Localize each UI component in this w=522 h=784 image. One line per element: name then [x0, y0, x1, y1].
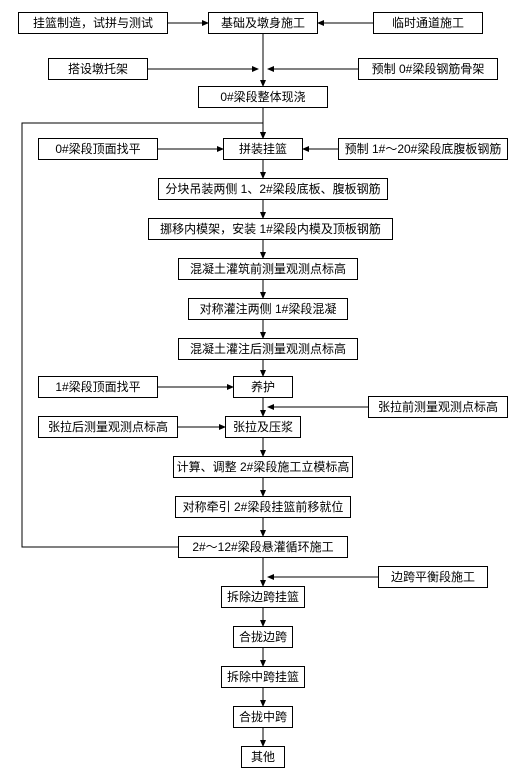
- flow-node: 搭设墩托架: [48, 58, 148, 80]
- flow-node-label: 其他: [251, 750, 275, 764]
- flow-node: 对称灌注两侧 1#梁段混凝: [188, 298, 348, 320]
- flow-node: 0#梁段顶面找平: [38, 138, 158, 160]
- flow-node: 2#～12#梁段悬灌循环施工: [178, 536, 348, 558]
- flow-node: 挪移内模架，安装 1#梁段内模及顶板钢筋: [148, 218, 393, 240]
- flow-node-label: 张拉及压浆: [233, 420, 293, 434]
- flow-node: 张拉前测量观测点标高: [368, 396, 508, 418]
- flow-node: 张拉及压浆: [225, 416, 301, 438]
- flow-node: 其他: [241, 746, 285, 768]
- flow-node-label: 预制 1#～20#梁段底腹板钢筋: [345, 142, 502, 156]
- flow-node-label: 搭设墩托架: [68, 62, 128, 76]
- flow-node: 1#梁段顶面找平: [38, 376, 158, 398]
- flow-node-label: 2#～12#梁段悬灌循环施工: [192, 540, 333, 554]
- flow-node-label: 拼装挂篮: [239, 142, 287, 156]
- flow-node-label: 养护: [251, 380, 275, 394]
- flow-node: 计算、调整 2#梁段施工立模标高: [173, 456, 353, 478]
- flow-node: 养护: [233, 376, 293, 398]
- flow-node-label: 对称灌注两侧 1#梁段混凝: [200, 302, 337, 316]
- flow-node: 拆除边跨挂篮: [221, 586, 305, 608]
- flow-node: 混凝土灌筑前测量观测点标高: [178, 258, 358, 280]
- flow-node-label: 合拢边跨: [239, 630, 287, 644]
- flow-node-label: 拆除中跨挂篮: [227, 670, 299, 684]
- flow-node-label: 1#梁段顶面找平: [55, 380, 140, 394]
- flow-node-label: 混凝土灌筑前测量观测点标高: [190, 262, 346, 276]
- flow-node: 混凝土灌注后测量观测点标高: [178, 338, 358, 360]
- flow-node: 0#梁段整体现浇: [198, 86, 328, 108]
- flow-node-label: 拆除边跨挂篮: [227, 590, 299, 604]
- flow-node: 合拢边跨: [233, 626, 293, 648]
- flow-node-label: 0#梁段整体现浇: [220, 90, 305, 104]
- flow-node: 合拢中跨: [233, 706, 293, 728]
- flow-node-label: 边跨平衡段施工: [391, 570, 475, 584]
- flow-node: 对称牵引 2#梁段挂篮前移就位: [175, 496, 351, 518]
- flow-node: 拆除中跨挂篮: [221, 666, 305, 688]
- flow-node-label: 张拉前测量观测点标高: [378, 400, 498, 414]
- flow-node-label: 计算、调整 2#梁段施工立模标高: [177, 460, 350, 474]
- flow-node-label: 合拢中跨: [239, 710, 287, 724]
- flow-node: 挂篮制造，试拼与测试: [18, 12, 168, 34]
- flow-node: 拼装挂篮: [223, 138, 303, 160]
- flow-node: 预制 0#梁段钢筋骨架: [358, 58, 498, 80]
- flow-node-label: 挪移内模架，安装 1#梁段内模及顶板钢筋: [160, 222, 381, 236]
- flow-node: 边跨平衡段施工: [378, 566, 488, 588]
- flow-node: 基础及墩身施工: [208, 12, 318, 34]
- flow-node: 临时通道施工: [373, 12, 483, 34]
- flow-node-label: 临时通道施工: [392, 16, 464, 30]
- flow-node: 张拉后测量观测点标高: [38, 416, 178, 438]
- flow-node: 预制 1#～20#梁段底腹板钢筋: [338, 138, 508, 160]
- flow-node-label: 挂篮制造，试拼与测试: [33, 16, 153, 30]
- flow-node-label: 对称牵引 2#梁段挂篮前移就位: [183, 500, 344, 514]
- flow-node-label: 张拉后测量观测点标高: [48, 420, 168, 434]
- flow-node-label: 预制 0#梁段钢筋骨架: [372, 62, 485, 76]
- flow-node-label: 分块吊装两侧 1、2#梁段底板、腹板钢筋: [165, 182, 380, 196]
- flow-node: 分块吊装两侧 1、2#梁段底板、腹板钢筋: [158, 178, 388, 200]
- flow-node-label: 0#梁段顶面找平: [55, 142, 140, 156]
- flowchart-canvas: 挂篮制造，试拼与测试 基础及墩身施工 临时通道施工搭设墩托架 预制 0#梁段钢筋骨架 0…: [8, 8, 514, 776]
- flow-node-label: 基础及墩身施工: [221, 16, 305, 30]
- flow-node-label: 混凝土灌注后测量观测点标高: [190, 342, 346, 356]
